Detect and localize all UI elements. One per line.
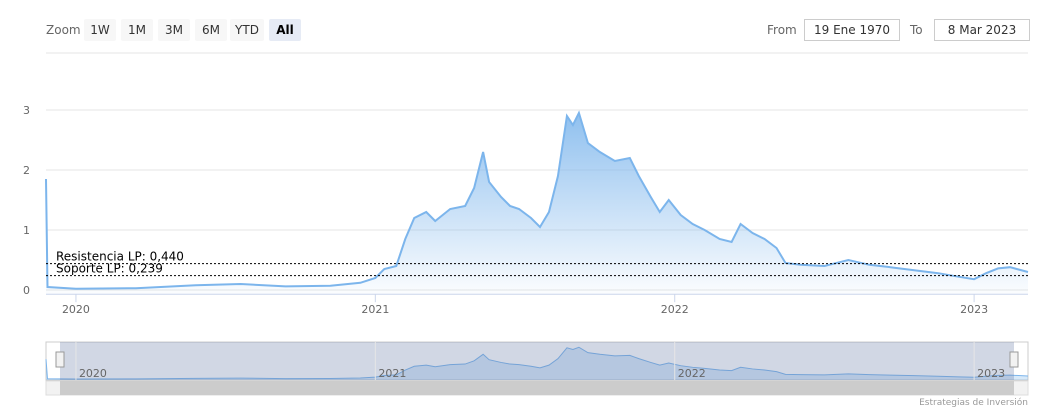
from-label: From	[767, 23, 797, 37]
range-button[interactable]: 3M	[158, 19, 190, 41]
y-tick-label: 3	[23, 104, 30, 117]
credits: Estrategias de Inversión	[919, 397, 1028, 408]
x-tick-label: 2022	[661, 303, 689, 316]
navigator-label: 2021	[378, 367, 406, 380]
x-tick-label: 2021	[361, 303, 389, 316]
navigator-line	[45, 346, 1029, 380]
range-button[interactable]: 1W	[84, 19, 116, 41]
y-tick-label: 0	[23, 284, 30, 297]
y-tick-label: 2	[23, 164, 30, 177]
range-button[interactable]: 1M	[121, 19, 153, 41]
navigator-label: 2022	[678, 367, 706, 380]
range-button[interactable]: 6M	[195, 19, 227, 41]
navigator-label: 2020	[79, 367, 107, 380]
navigator-handle[interactable]	[55, 351, 65, 368]
to-input[interactable]: 8 Mar 2023	[934, 19, 1030, 41]
from-input[interactable]: 19 Ene 1970	[804, 19, 900, 41]
line	[45, 110, 1029, 290]
y-tick-label: 1	[23, 224, 30, 237]
navigator-area	[46, 347, 1028, 380]
range-button[interactable]: YTD	[230, 19, 264, 41]
scrollbar-thumb[interactable]	[60, 381, 1014, 395]
navigator-mask	[60, 342, 1014, 380]
x-tick-label: 2023	[960, 303, 988, 316]
range-button[interactable]: All	[269, 19, 301, 41]
x-tick-label: 2020	[62, 303, 90, 316]
navigator-handle[interactable]	[1009, 351, 1019, 368]
plot-line-label: Soporte LP: 0,239	[56, 262, 163, 276]
area	[46, 113, 1028, 295]
navigator-label: 2023	[977, 367, 1005, 380]
plot-line-label: Resistencia LP: 0,440	[56, 250, 184, 264]
navigator[interactable]	[45, 341, 1029, 381]
zoom-label: Zoom	[46, 23, 81, 37]
to-label: To	[910, 23, 923, 37]
